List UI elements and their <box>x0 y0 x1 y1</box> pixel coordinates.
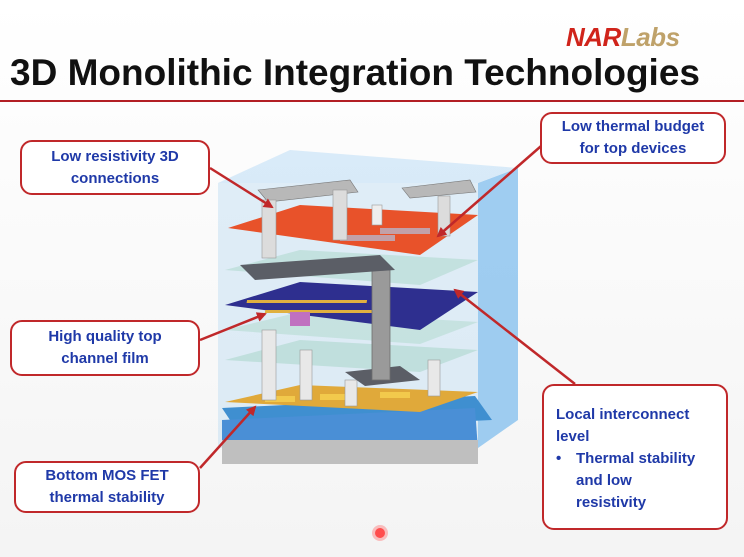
callout-text: for top devices <box>579 140 687 157</box>
logo-nar: NAR <box>566 22 621 52</box>
ild-lower <box>225 340 478 372</box>
callout-text: Low thermal budget <box>561 118 705 135</box>
bottom-gate-3 <box>380 392 410 398</box>
via-pillar-3 <box>344 379 358 407</box>
callout-bottom-mosfet: Bottom MOS FET thermal stability <box>14 461 200 513</box>
channel-stripe-2 <box>264 310 376 313</box>
callout-text: level <box>556 428 590 445</box>
callout-channel-film: High quality top channel film <box>10 320 200 376</box>
substrate-base <box>222 440 478 464</box>
top-gate-1 <box>340 235 395 241</box>
arrow-channel-film <box>199 312 267 342</box>
top-pillar-right <box>332 189 348 241</box>
callout-text: High quality top <box>48 328 162 345</box>
title-divider <box>0 100 744 102</box>
via-pillar-2 <box>299 349 313 401</box>
top-bridge <box>257 179 359 203</box>
top-channel-film <box>225 282 478 330</box>
callout-text: channel film <box>61 350 149 367</box>
top-pillar-left <box>261 199 277 259</box>
arrow-bottom-mosfet <box>199 405 257 469</box>
slide-title: 3D Monolithic Integration Technologies <box>10 52 700 93</box>
channel-cube <box>290 312 310 326</box>
small-pillar <box>371 204 383 226</box>
bullet-text: Thermal stability <box>576 450 696 467</box>
channel-stripe-1 <box>246 300 368 303</box>
via-pillar-1 <box>261 329 277 401</box>
callout-text: Local interconnect <box>556 406 690 423</box>
pointer-cursor-icon <box>375 528 385 538</box>
arrow-local-interconnect <box>453 288 576 385</box>
bullet-icon: • <box>556 450 562 467</box>
callout-text: Low resistivity 3D <box>51 147 179 165</box>
vertical-3d-via <box>371 269 391 381</box>
logo-labs: Labs <box>620 22 680 52</box>
bullet-text: resistivity <box>576 494 647 511</box>
callout-text: Bottom MOS FET <box>45 467 169 484</box>
via-pillar-4 <box>427 359 441 397</box>
callout-thermal-budget: Low thermal budget for top devices <box>540 112 726 164</box>
narlabs-logo: NARLabs <box>566 22 680 53</box>
bottom-gate-1 <box>265 396 295 402</box>
bullet-text: and low <box>576 472 632 489</box>
mid-bridge <box>240 255 395 280</box>
bottom-gate-2 <box>320 394 350 400</box>
callout-local-interconnect: Local interconnect level • Thermal stabi… <box>542 384 728 530</box>
callout-text: thermal stability <box>49 489 165 506</box>
top-device-layer <box>228 205 478 255</box>
arrow-thermal-budget <box>436 139 549 238</box>
box-right-panel <box>478 168 518 448</box>
top-gate-2 <box>380 228 430 234</box>
bullet-item: • Thermal stability and low resistivity <box>556 448 726 514</box>
callout-text: connections <box>70 169 160 187</box>
top-right-bridge <box>401 179 477 199</box>
box-top-panel <box>218 150 518 183</box>
arrow-low-resistivity <box>209 166 274 209</box>
callout-low-resistivity: Low resistivity 3D connections <box>20 140 210 195</box>
